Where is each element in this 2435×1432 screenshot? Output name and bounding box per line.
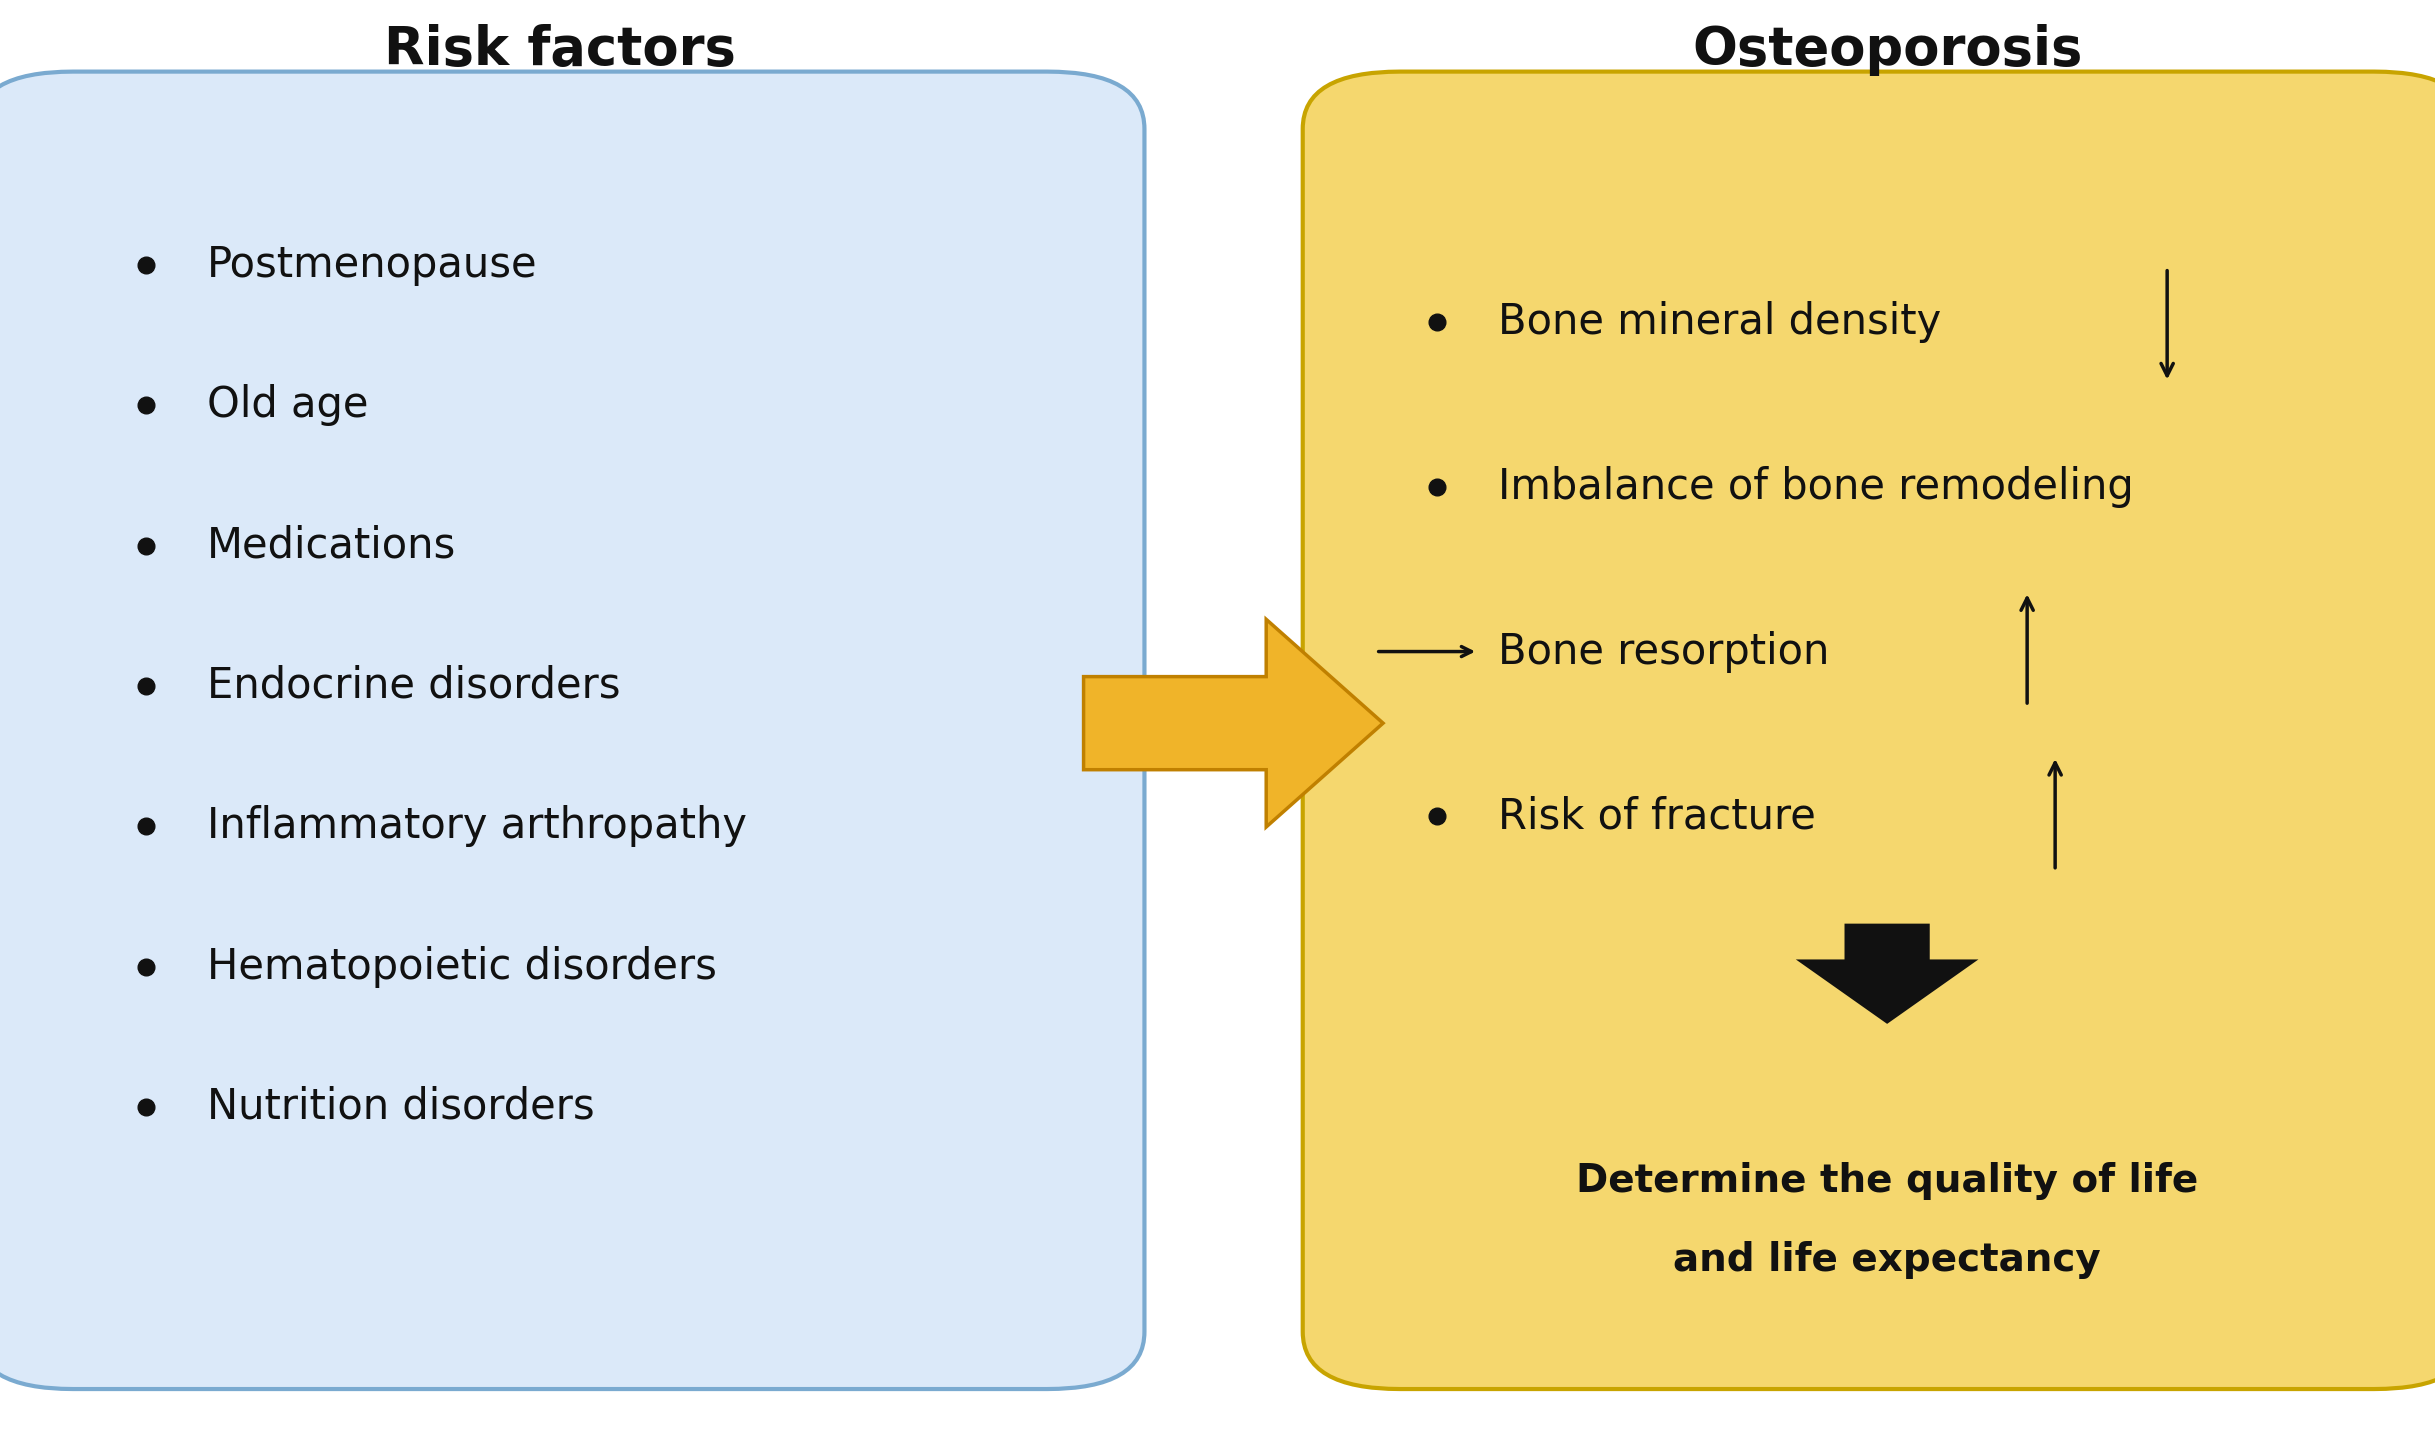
Text: Hematopoietic disorders: Hematopoietic disorders (207, 945, 716, 988)
Text: Risk of fracture: Risk of fracture (1498, 795, 1817, 838)
Text: Bone mineral density: Bone mineral density (1498, 301, 1941, 344)
Text: Postmenopause: Postmenopause (207, 243, 538, 286)
Text: Endocrine disorders: Endocrine disorders (207, 664, 621, 707)
Text: Inflammatory arthropathy: Inflammatory arthropathy (207, 805, 748, 848)
FancyArrow shape (1084, 619, 1383, 828)
Text: Bone resorption: Bone resorption (1498, 630, 1829, 673)
Text: and life expectancy: and life expectancy (1673, 1242, 2101, 1279)
FancyBboxPatch shape (0, 72, 1144, 1389)
Text: Risk factors: Risk factors (385, 24, 735, 76)
Text: Medications: Medications (207, 524, 455, 567)
Text: Old age: Old age (207, 384, 368, 427)
Text: Imbalance of bone remodeling: Imbalance of bone remodeling (1498, 465, 2133, 508)
Text: Determine the quality of life: Determine the quality of life (1575, 1163, 2199, 1200)
Text: Osteoporosis: Osteoporosis (1692, 24, 2082, 76)
FancyArrow shape (1795, 924, 1977, 1024)
FancyBboxPatch shape (1303, 72, 2435, 1389)
Text: Nutrition disorders: Nutrition disorders (207, 1085, 594, 1128)
